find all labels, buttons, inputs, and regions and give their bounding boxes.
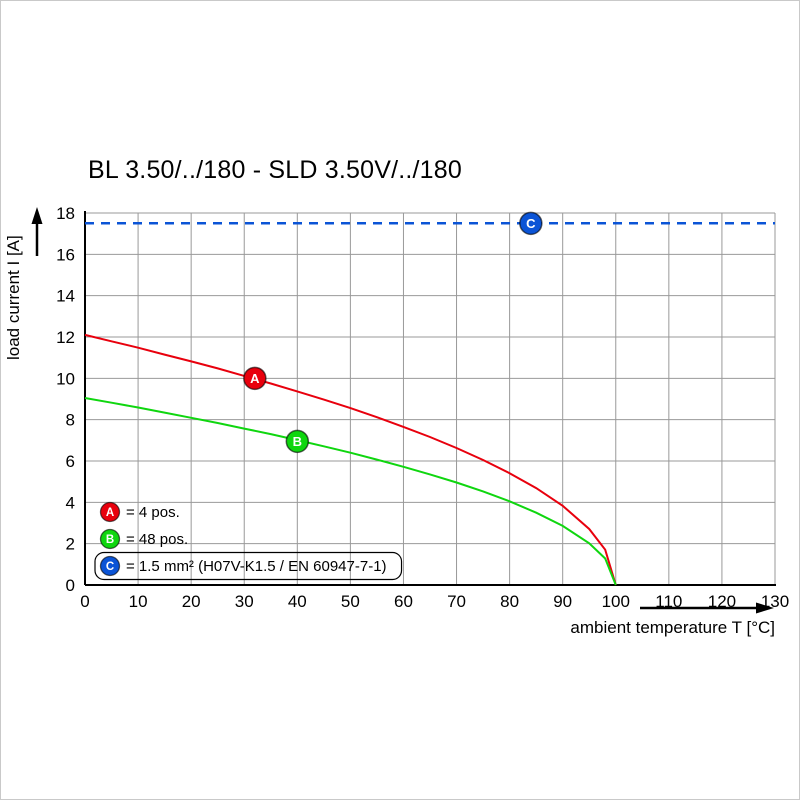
y-tick-label: 8: [66, 411, 75, 430]
y-arrow-head-icon: [31, 207, 43, 224]
x-tick-label: 50: [341, 592, 360, 611]
legend-label-A: = 4 pos.: [126, 504, 180, 521]
x-tick-label: 80: [500, 592, 519, 611]
axis-arrows: [31, 207, 774, 614]
x-axis-label: ambient temperature T [°C]: [570, 618, 775, 637]
x-tick-labels: 0 10 20 30 40 50 60 70 80 90 100 110 120 130: [80, 592, 789, 611]
y-tick-label: 14: [56, 287, 75, 306]
marker-C: C: [519, 211, 543, 236]
marker-C-letter: C: [526, 216, 536, 231]
marker-C-circle: [519, 211, 543, 236]
x-tick-label: 20: [182, 592, 201, 611]
legend-label-C: = 1.5 mm² (H07V-K1.5 / EN 60947-7-1): [126, 558, 387, 575]
y-tick-label: 16: [56, 245, 75, 264]
x-arrow-head-icon: [756, 602, 774, 614]
marker-A: A: [243, 366, 267, 391]
legend-bubble-letter-C: C: [106, 561, 114, 573]
x-tick-label: 40: [288, 592, 307, 611]
y-tick-labels: 0 2 4 6 8 10 12 14 16 18: [56, 204, 75, 595]
y-tick-label: 0: [66, 576, 75, 595]
y-tick-label: 18: [56, 204, 75, 223]
x-tick-label: 30: [235, 592, 254, 611]
marker-A-letter: A: [250, 371, 260, 386]
legend-bubble-C: [99, 555, 121, 577]
legend-box-C: [94, 551, 403, 581]
marker-B: B: [285, 429, 310, 454]
marker-A-circle: [243, 366, 267, 391]
chart-title: BL 3.50/../180 - SLD 3.50V/../180: [88, 156, 462, 184]
x-tick-label: 60: [394, 592, 413, 611]
x-tick-label: 100: [602, 592, 630, 611]
x-tick-label: 70: [447, 592, 466, 611]
y-tick-label: 12: [56, 328, 75, 347]
legend-bubble-B: [99, 528, 121, 550]
marker-B-circle: [285, 429, 310, 454]
gridlines: [85, 212, 776, 585]
y-tick-label: 10: [56, 369, 75, 388]
x-tick-label: 90: [553, 592, 572, 611]
y-tick-label: 2: [66, 535, 75, 554]
legend-item-A: = 4 pos. A: [99, 501, 180, 523]
y-tick-label: 4: [66, 493, 75, 512]
x-tick-label: 110: [655, 592, 682, 611]
legend-label-B: = 48 pos.: [126, 531, 188, 548]
legend-item-C: = 1.5 mm² (H07V-K1.5 / EN 60947-7-1) C: [94, 551, 403, 581]
y-tick-label: 6: [66, 452, 75, 471]
x-tick-label: 0: [80, 592, 89, 611]
legend-bubble-letter-B: B: [106, 534, 114, 546]
x-tick-label: 10: [129, 592, 148, 611]
legend-bubble-A: [99, 501, 121, 523]
series-B-curve: [84, 397, 617, 586]
marker-B-letter: B: [293, 434, 302, 449]
legend-item-B: = 48 pos. B: [99, 528, 188, 550]
x-tick-label: 120: [708, 592, 736, 611]
legend-bubble-letter-A: A: [106, 507, 114, 519]
series-A-curve: [84, 333, 617, 586]
